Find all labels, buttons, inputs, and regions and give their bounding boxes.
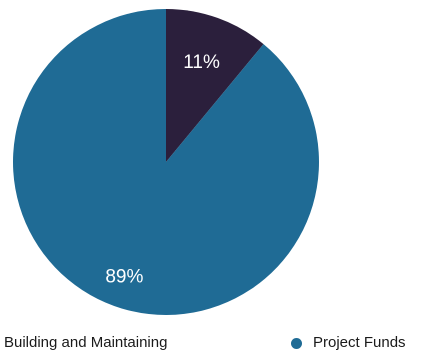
pie-slice-project-funds [13, 8, 320, 315]
pie-slice-label-project-funds: 89% [105, 267, 143, 288]
legend-swatch-icon [291, 337, 302, 349]
legend-label: Building and Maintaining [4, 334, 168, 351]
legend-label: Project Funds [313, 334, 406, 351]
legend-item-building-and-maintaining: Building and Maintaining [4, 334, 167, 352]
legend-item-project-funds: Project Funds [291, 334, 406, 352]
pie-slice-label-building-and-maintaining: 11% [183, 52, 220, 73]
pie-slice-labels: 11% 89% [105, 52, 220, 288]
pie-slices [13, 8, 320, 315]
pie-slice-building-and-maintaining [166, 9, 264, 162]
